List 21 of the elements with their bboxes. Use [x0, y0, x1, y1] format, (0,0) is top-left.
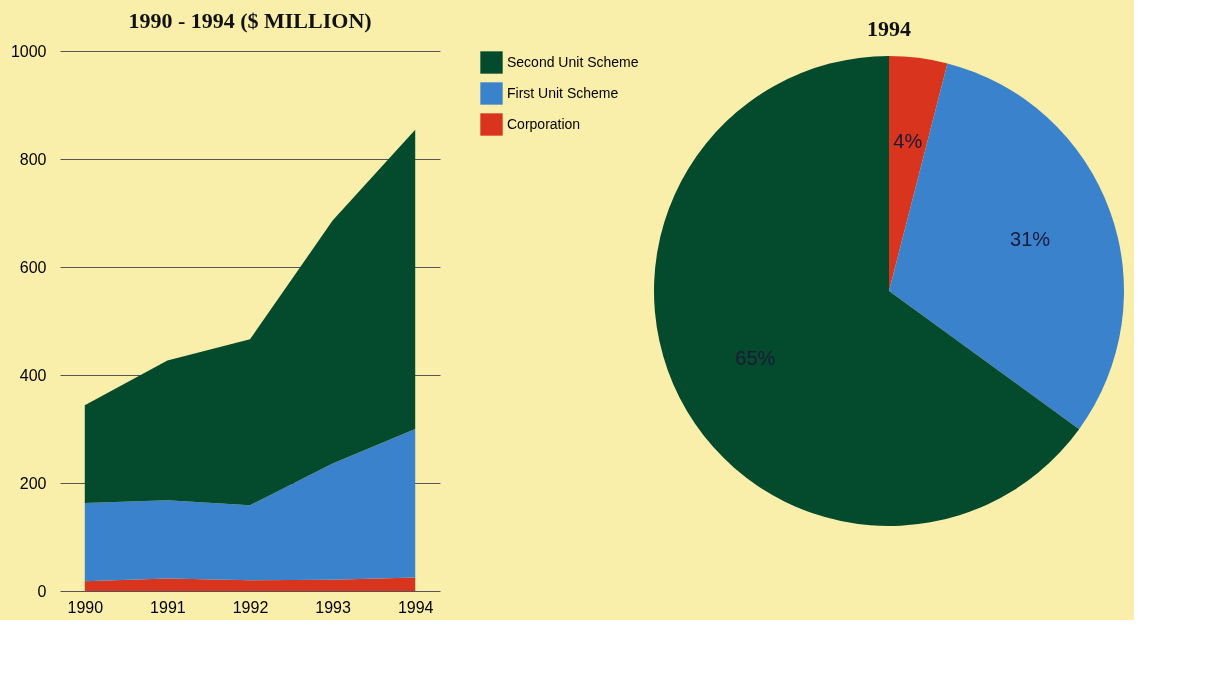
x-tick-label: 1994	[397, 598, 434, 616]
y-tick-label: 600	[19, 258, 47, 276]
x-tick-label: 1991	[150, 598, 186, 616]
legend-label: Second Unit Scheme	[507, 53, 639, 70]
y-tick-label: 200	[19, 474, 47, 492]
y-tick-label: 0	[37, 582, 47, 600]
pie-slice	[889, 63, 1124, 430]
chart-title: 1990 - 1994 ($ MILLION)	[128, 8, 372, 33]
pie-slice	[889, 56, 948, 291]
data-label: 31%	[1010, 228, 1051, 251]
data-label: 4%	[893, 130, 923, 153]
x-tick-label: 1990	[67, 598, 104, 616]
x-tick-label: 1992	[232, 598, 269, 616]
y-tick-label: 1000	[10, 42, 47, 60]
legend-label: Corporation	[507, 115, 581, 132]
y-tick-label: 800	[19, 150, 47, 168]
legend-label: First Unit Scheme	[507, 84, 619, 101]
x-tick-label: 1993	[315, 598, 352, 616]
chart-title: 1994	[867, 16, 911, 41]
y-tick-label: 400	[19, 366, 47, 384]
pie-slice	[654, 56, 1080, 526]
